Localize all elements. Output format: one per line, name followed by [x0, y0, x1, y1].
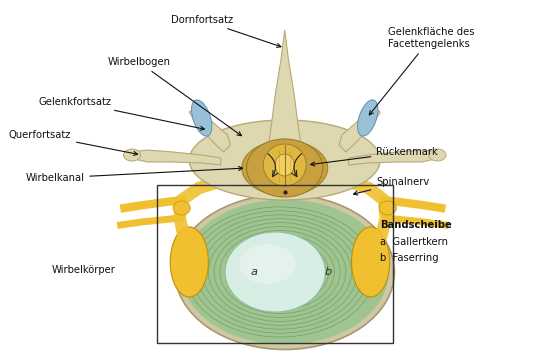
Text: Wirbelbogen: Wirbelbogen	[107, 57, 241, 136]
Ellipse shape	[358, 100, 378, 136]
Text: Wirbelkanal: Wirbelkanal	[25, 166, 243, 183]
Ellipse shape	[189, 120, 380, 200]
Text: Spinalnerv: Spinalnerv	[354, 177, 430, 195]
Text: Querfortsatz: Querfortsatz	[9, 130, 138, 156]
Polygon shape	[349, 150, 439, 165]
Text: a: a	[251, 267, 258, 277]
Text: Wirbelkörper: Wirbelkörper	[52, 265, 116, 275]
Ellipse shape	[170, 227, 208, 297]
Text: Dornfortsatz: Dornfortsatz	[171, 15, 281, 47]
Polygon shape	[268, 30, 301, 150]
Ellipse shape	[181, 199, 389, 345]
Ellipse shape	[429, 149, 446, 161]
Ellipse shape	[246, 139, 323, 197]
Ellipse shape	[242, 141, 328, 195]
Text: Gelenkfortsatz: Gelenkfortsatz	[38, 97, 205, 130]
Ellipse shape	[175, 194, 394, 350]
Ellipse shape	[275, 154, 294, 176]
Polygon shape	[130, 150, 221, 165]
Ellipse shape	[351, 227, 390, 297]
Ellipse shape	[239, 244, 296, 284]
Polygon shape	[339, 108, 380, 152]
Polygon shape	[189, 108, 230, 152]
Text: b  Faserring: b Faserring	[380, 253, 439, 263]
Text: b: b	[325, 267, 332, 277]
Text: a  Gallertkern: a Gallertkern	[380, 237, 448, 247]
Ellipse shape	[123, 149, 141, 161]
Bar	[157, 185, 393, 343]
Ellipse shape	[191, 100, 212, 136]
Ellipse shape	[173, 201, 190, 215]
Text: Bandscheibe: Bandscheibe	[380, 220, 452, 230]
Ellipse shape	[379, 201, 397, 215]
Text: Gelenkfläche des
Facettengelenks: Gelenkfläche des Facettengelenks	[369, 27, 474, 115]
Ellipse shape	[263, 144, 306, 186]
Ellipse shape	[225, 232, 325, 312]
Text: Rückenmark: Rückenmark	[311, 147, 438, 166]
